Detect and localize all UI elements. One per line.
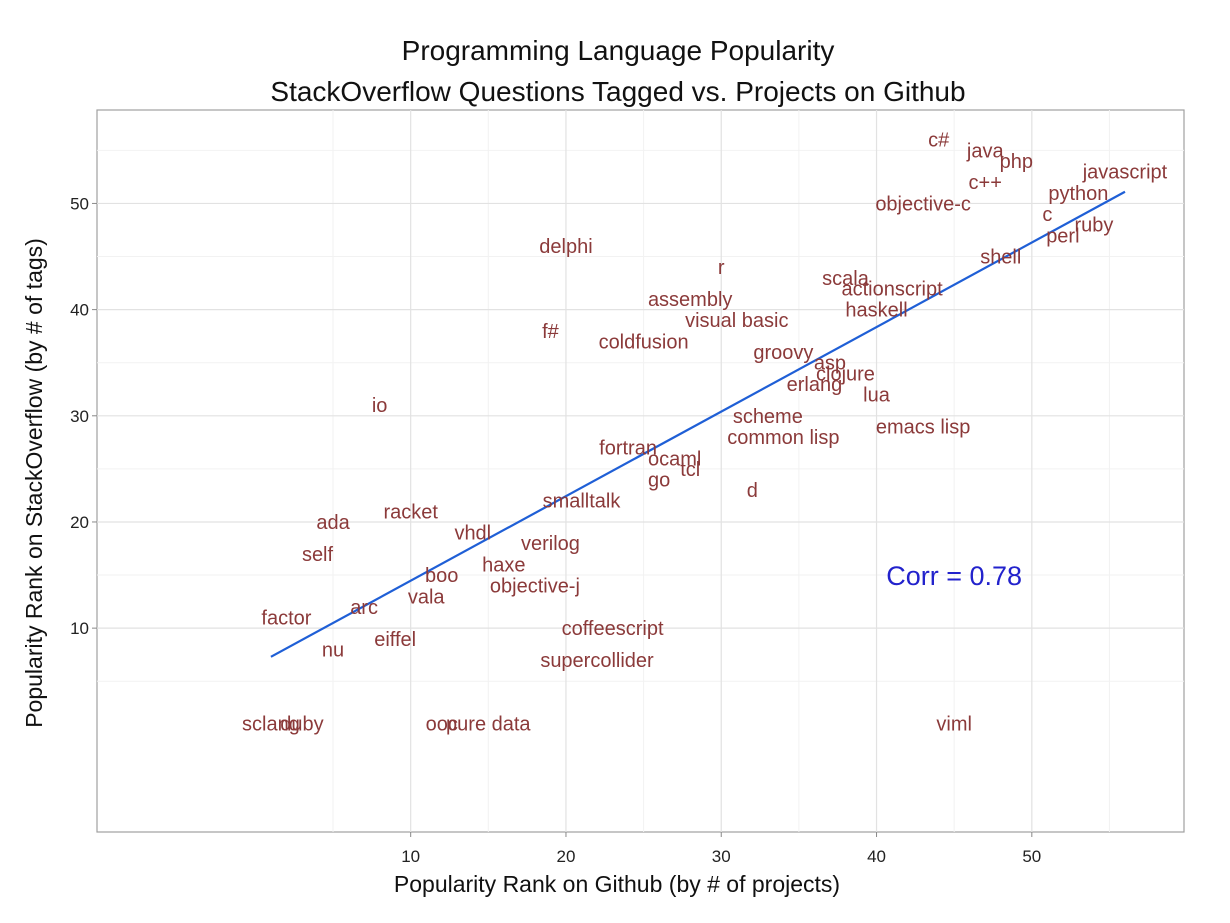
- y-tick-label: 40: [70, 301, 89, 320]
- point-label: groovy: [753, 342, 813, 364]
- chart-subtitle: StackOverflow Questions Tagged vs. Proje…: [270, 76, 965, 107]
- point-label: clojure: [816, 363, 875, 385]
- x-axis-ticks: 10 20 30 40 50: [401, 832, 1041, 866]
- point-label: r: [718, 257, 725, 279]
- point-label: c#: [928, 130, 950, 152]
- point-label: ruby: [1074, 215, 1113, 237]
- x-tick-label: 50: [1022, 847, 1041, 866]
- point-label: smalltalk: [543, 491, 622, 513]
- point-label: ocaml: [648, 448, 701, 470]
- point-label: factor: [261, 608, 311, 630]
- y-axis-ticks: 10 20 30 40 50: [70, 194, 97, 638]
- point-label: shell: [980, 247, 1021, 269]
- point-label: python: [1048, 183, 1108, 205]
- x-axis-label: Popularity Rank on Github (by # of proje…: [394, 871, 840, 897]
- point-label: c: [1042, 204, 1052, 226]
- point-label: vhdl: [454, 523, 491, 545]
- point-label: actionscript: [841, 278, 943, 300]
- point-label: nu: [322, 639, 344, 661]
- x-tick-label: 20: [557, 847, 576, 866]
- y-tick-label: 30: [70, 407, 89, 426]
- point-label: php: [1000, 151, 1033, 173]
- chart-title: Programming Language Popularity: [402, 35, 835, 66]
- point-label: go: [648, 469, 670, 491]
- point-label: assembly: [648, 289, 732, 311]
- point-label: delphi: [539, 236, 592, 258]
- point-label: arc: [350, 597, 378, 619]
- point-label: visual basic: [685, 310, 788, 332]
- y-axis-label: Popularity Rank on StackOverflow (by # o…: [21, 238, 47, 728]
- point-label: asp: [814, 353, 846, 375]
- point-label: haxe: [482, 554, 525, 576]
- point-label: viml: [936, 714, 972, 736]
- y-tick-label: 10: [70, 619, 89, 638]
- point-label: d: [747, 480, 758, 502]
- point-label: c++: [969, 172, 1002, 194]
- point-label: duby: [280, 714, 323, 736]
- x-tick-label: 40: [867, 847, 886, 866]
- point-label: fortran: [599, 438, 657, 460]
- point-label: haskell: [845, 300, 907, 322]
- point-label: eiffel: [374, 629, 416, 651]
- regression-line: [270, 190, 1126, 658]
- point-label: pure data: [446, 714, 531, 736]
- point-label: io: [372, 395, 388, 417]
- point-label: sclang: [242, 714, 300, 736]
- point-label: emacs lisp: [876, 416, 970, 438]
- point-label: lua: [863, 385, 891, 407]
- point-label: objective-j: [490, 576, 580, 598]
- point-label: javascript: [1082, 162, 1168, 184]
- point-label: ada: [316, 512, 350, 534]
- grid-lines: [97, 110, 1184, 832]
- point-label: f#: [542, 321, 560, 343]
- point-label: java: [966, 140, 1005, 162]
- point-label: ooc: [426, 714, 458, 736]
- point-label: verilog: [521, 533, 580, 555]
- x-tick-label: 30: [712, 847, 731, 866]
- point-label: supercollider: [540, 650, 654, 672]
- point-label: self: [302, 544, 334, 566]
- y-tick-label: 50: [70, 194, 89, 213]
- point-label: boo: [425, 565, 458, 587]
- point-label: vala: [408, 586, 446, 608]
- point-label: coldfusion: [599, 331, 689, 353]
- point-label: scala: [822, 268, 870, 290]
- point-label: coffeescript: [562, 618, 664, 640]
- point-label: scheme: [733, 406, 803, 428]
- correlation-annotation: Corr = 0.78: [886, 561, 1022, 591]
- plot-panel: [96, 109, 1185, 833]
- point-label: tcl: [680, 459, 700, 481]
- point-label: common lisp: [727, 427, 839, 449]
- x-tick-label: 10: [401, 847, 420, 866]
- point-label: objective-c: [875, 193, 971, 215]
- y-tick-label: 20: [70, 513, 89, 532]
- point-label: perl: [1046, 225, 1079, 247]
- point-label: racket: [383, 501, 438, 523]
- point-label: erlang: [787, 374, 843, 396]
